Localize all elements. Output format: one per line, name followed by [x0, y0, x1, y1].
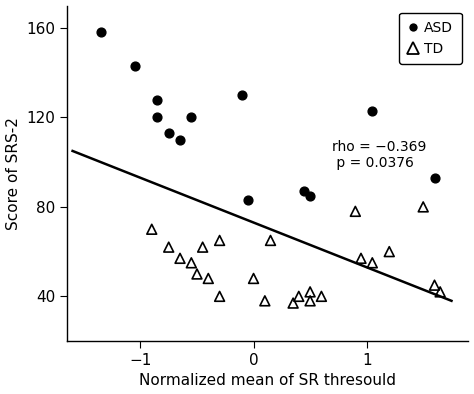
Point — [176, 137, 184, 143]
Point — [419, 204, 427, 210]
Text: rho = −0.369
 p = 0.0376: rho = −0.369 p = 0.0376 — [332, 140, 426, 170]
Point — [165, 130, 173, 136]
Point — [188, 114, 195, 121]
Point — [216, 293, 223, 299]
Point — [244, 197, 252, 203]
Point — [368, 108, 376, 114]
Point — [193, 271, 201, 277]
Point — [176, 255, 184, 262]
Point — [295, 293, 302, 299]
Point — [238, 92, 246, 98]
Point — [97, 29, 105, 35]
Point — [199, 244, 207, 250]
Point — [148, 226, 155, 232]
Point — [357, 255, 365, 262]
Point — [289, 300, 297, 306]
Legend: ASD, TD: ASD, TD — [399, 13, 462, 64]
Point — [431, 282, 438, 288]
Point — [368, 260, 376, 266]
Point — [385, 249, 393, 255]
Point — [154, 97, 161, 103]
Point — [188, 260, 195, 266]
Point — [204, 275, 212, 282]
Point — [431, 175, 438, 181]
Point — [165, 244, 173, 250]
Point — [352, 208, 359, 214]
Point — [250, 275, 257, 282]
Point — [216, 237, 223, 243]
Point — [267, 237, 274, 243]
Point — [261, 298, 269, 304]
Point — [306, 289, 314, 295]
Point — [131, 63, 138, 69]
Point — [318, 293, 325, 299]
Point — [306, 298, 314, 304]
Point — [437, 289, 444, 295]
Y-axis label: Score of SRS-2: Score of SRS-2 — [6, 117, 20, 230]
Point — [306, 193, 314, 199]
X-axis label: Normalized mean of SR thresould: Normalized mean of SR thresould — [139, 374, 396, 388]
Point — [154, 114, 161, 121]
Point — [301, 188, 308, 194]
